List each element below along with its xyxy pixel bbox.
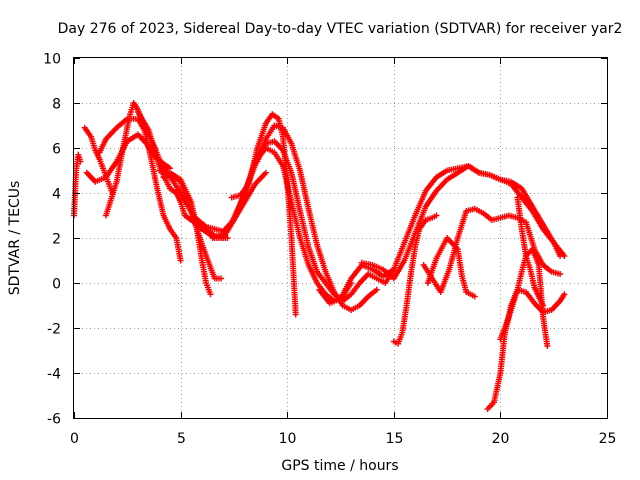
plot-frame bbox=[73, 57, 608, 419]
x-tick-label: 25 bbox=[599, 431, 617, 447]
data-point bbox=[77, 158, 84, 165]
data-point bbox=[218, 275, 225, 282]
y-tick-label: 4 bbox=[52, 187, 61, 203]
series-track-19 bbox=[497, 286, 568, 343]
y-tick-label: 8 bbox=[52, 97, 61, 113]
data-point bbox=[433, 212, 440, 219]
x-tick-label: 15 bbox=[386, 431, 404, 447]
data-point bbox=[561, 291, 568, 298]
x-tick-label: 20 bbox=[492, 431, 510, 447]
data-point bbox=[557, 253, 564, 259]
series-track-11 bbox=[220, 138, 397, 304]
data-point bbox=[262, 169, 269, 176]
data-point bbox=[540, 302, 547, 309]
data-point bbox=[177, 257, 184, 264]
data-point bbox=[544, 343, 551, 349]
y-axis-label: SDTVAR / TECUs bbox=[7, 181, 23, 296]
series-track-6 bbox=[134, 109, 227, 241]
y-tick-label: 10 bbox=[43, 52, 61, 68]
y-tick-label: 0 bbox=[52, 277, 61, 293]
grid bbox=[74, 58, 607, 418]
axis-ticks: 0 5 10 15 20 25 -6 -4 -2 0 2 4 6 8 10 bbox=[43, 52, 616, 448]
data-point bbox=[207, 291, 214, 298]
y-tick-label: -2 bbox=[47, 322, 61, 338]
x-tick-label: 0 bbox=[70, 431, 79, 447]
data-point bbox=[471, 293, 478, 300]
data-points bbox=[71, 100, 568, 412]
x-tick-label: 10 bbox=[279, 431, 297, 447]
x-axis-label: GPS time / hours bbox=[281, 458, 398, 474]
x-tick-label: 5 bbox=[177, 431, 186, 447]
data-point bbox=[373, 286, 380, 293]
series-track-20 bbox=[514, 194, 547, 309]
y-tick-label: -6 bbox=[47, 412, 61, 428]
series-track-18 bbox=[484, 246, 551, 412]
y-tick-label: 2 bbox=[52, 232, 61, 248]
series-track-13 bbox=[209, 169, 269, 241]
data-point bbox=[292, 311, 299, 318]
series-track-16 bbox=[390, 212, 440, 347]
series-track-12 bbox=[254, 122, 380, 313]
series-track-21 bbox=[424, 235, 478, 300]
y-tick-label: 6 bbox=[52, 142, 61, 158]
series-track-8 bbox=[160, 172, 225, 282]
chart-title: Day 276 of 2023, Sidereal Day-to-day VTE… bbox=[58, 21, 623, 37]
data-point bbox=[557, 271, 564, 277]
series-track-1 bbox=[71, 151, 84, 219]
series-track-15 bbox=[358, 163, 564, 282]
y-tick-label: -4 bbox=[47, 367, 61, 383]
